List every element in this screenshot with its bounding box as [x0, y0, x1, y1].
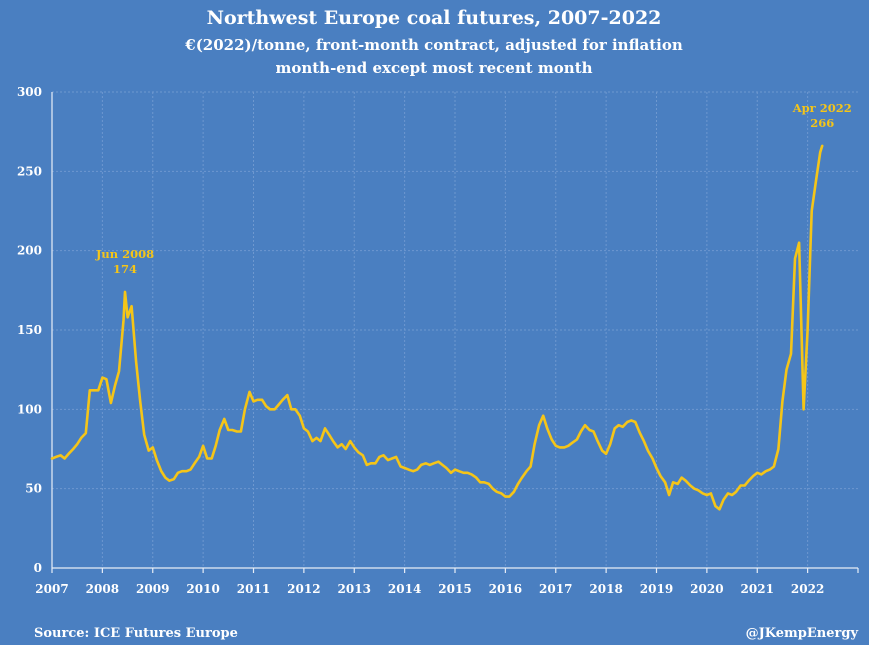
x-tick-label: 2014: [388, 582, 421, 596]
series-layer: [50, 144, 824, 511]
y-tick-labels: 0 50 100 150 200 250 300: [17, 85, 42, 575]
x-tick-label: 2016: [489, 582, 522, 596]
gridlines: [52, 91, 858, 568]
x-tick-label: 2018: [589, 582, 622, 596]
annotation-label-1: Jun 2008: [95, 247, 154, 261]
x-tick-label: 2020: [690, 582, 723, 596]
source-label: Source: ICE Futures Europe: [34, 626, 238, 641]
x-tick-label: 2022: [791, 582, 824, 596]
x-tick-label: 2010: [186, 582, 219, 596]
annotation-value-2: 266: [810, 116, 834, 130]
y-tick-label: 50: [25, 482, 42, 496]
credit-label: @JKempEnergy: [746, 626, 859, 641]
x-tick-label: 2021: [741, 582, 774, 596]
y-tick-label: 100: [17, 402, 42, 416]
x-tick-label: 2015: [438, 582, 471, 596]
x-tick-label: 2019: [640, 582, 673, 596]
x-tick-label: 2017: [539, 582, 572, 596]
axes: [51, 92, 859, 573]
y-tick-label: 300: [17, 85, 42, 99]
y-tick-label: 150: [17, 323, 42, 337]
x-tick-label: 2012: [287, 582, 320, 596]
x-tick-label: 2008: [86, 582, 119, 596]
chart-title: Northwest Europe coal futures, 2007-2022: [207, 7, 662, 29]
x-tick-label: 2011: [237, 582, 270, 596]
y-tick-label: 250: [17, 164, 42, 178]
chart-subtitle-2: month-end except most recent month: [275, 59, 592, 77]
x-tick-label: 2007: [35, 582, 68, 596]
x-tick-label: 2009: [136, 582, 169, 596]
y-tick-label: 0: [34, 561, 42, 575]
chart-subtitle-1: €(2022)/tonne, front-month contract, adj…: [184, 36, 683, 54]
x-tick-label: 2013: [338, 582, 371, 596]
annotation-label-2: Apr 2022: [792, 101, 852, 115]
series-line-coal-futures: [50, 144, 824, 511]
annotation-value-1: 174: [113, 262, 137, 276]
x-tick-labels: 2007 2008 2009 2010 2011 2012 2013 2014 2015 2016…: [35, 582, 824, 596]
y-tick-label: 200: [17, 244, 42, 258]
